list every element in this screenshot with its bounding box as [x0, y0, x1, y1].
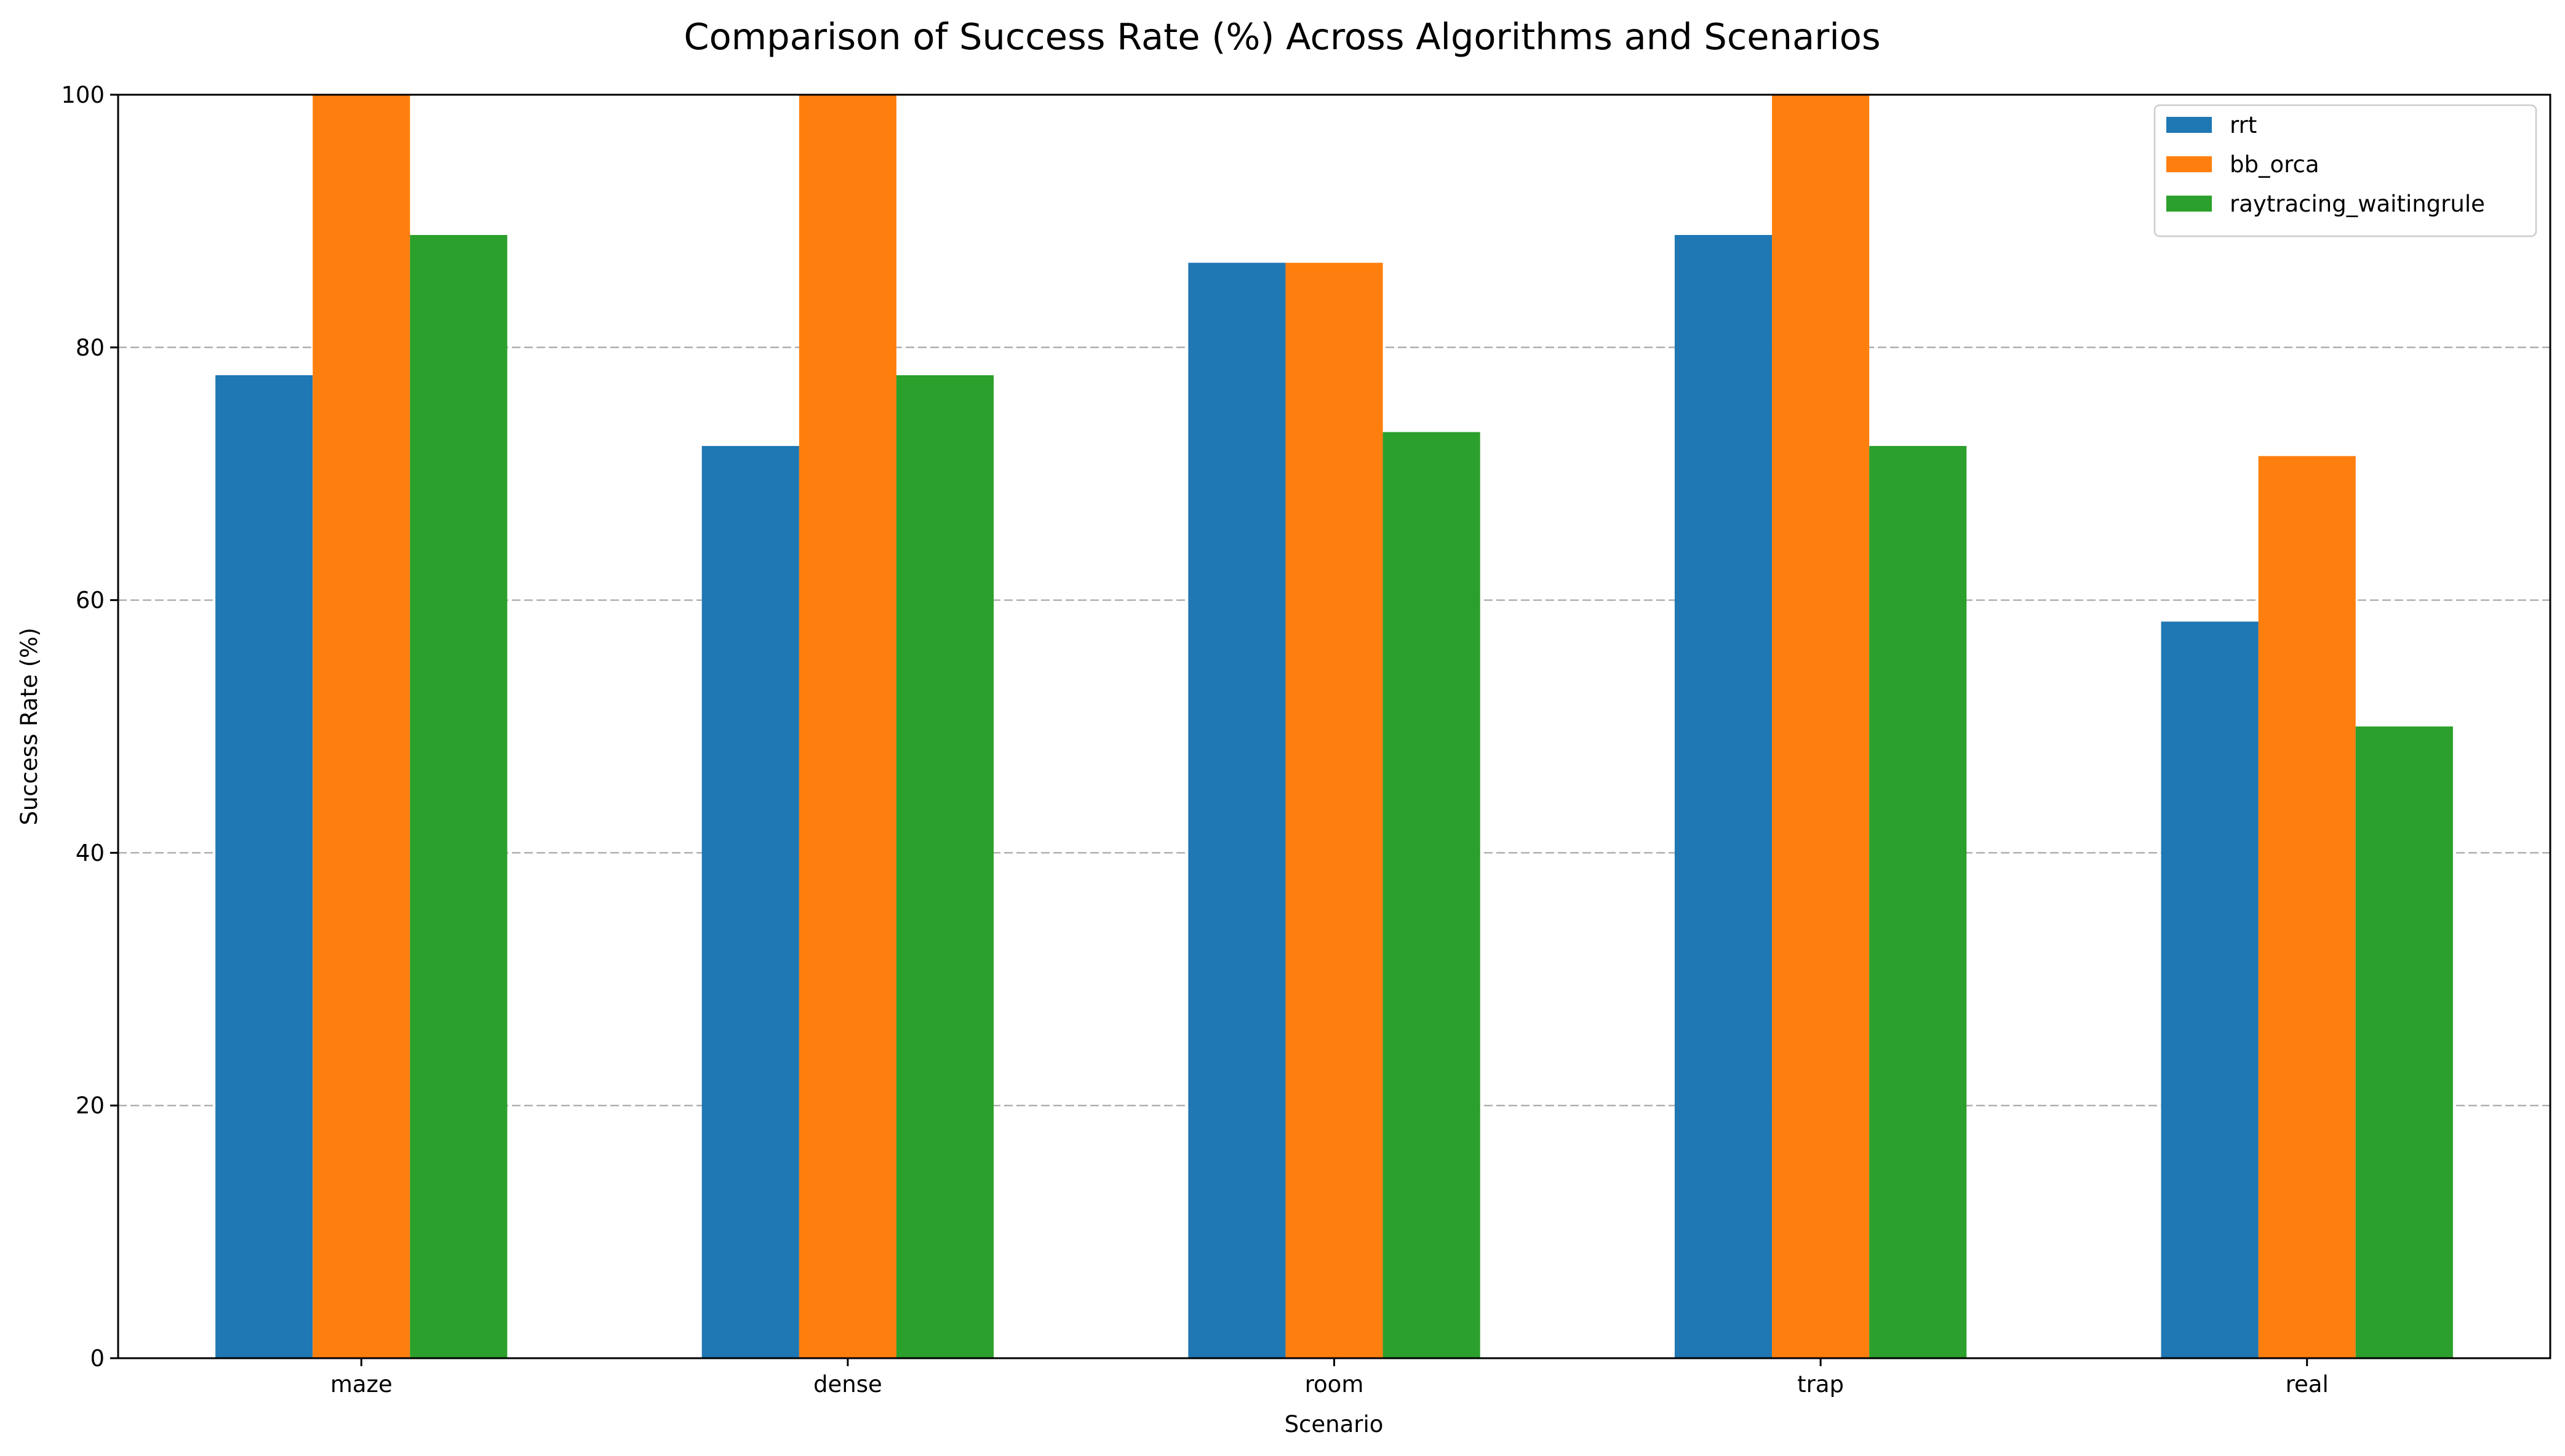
bar-raytracing_waitingrule-real	[2355, 726, 2453, 1358]
legend-swatch-bb_orca	[2166, 156, 2212, 172]
bar-raytracing_waitingrule-dense	[896, 375, 994, 1358]
legend-swatch-rrt	[2166, 117, 2212, 133]
legend: rrt bb_orca raytracing_waitingrule	[2153, 104, 2537, 237]
y-tick-label: 40	[76, 840, 105, 866]
y-axis: 0 20 40 60 80 100	[61, 82, 118, 1372]
y-tick-label: 20	[76, 1092, 105, 1119]
bar-raytracing_waitingrule-maze	[410, 234, 508, 1358]
bar-raytracing_waitingrule-trap	[1869, 446, 1967, 1359]
x-tick-label: room	[1305, 1371, 1364, 1398]
y-tick-label: 100	[61, 82, 105, 108]
x-axis-label: Scenario	[1285, 1411, 1384, 1438]
x-axis: maze dense room trap real	[330, 1358, 2329, 1398]
bar-bb_orca-dense	[799, 95, 896, 1358]
chart-title: Comparison of Success Rate (%) Across Al…	[684, 15, 1880, 58]
y-tick-label: 0	[90, 1345, 105, 1372]
x-tick-label: real	[2286, 1371, 2329, 1398]
x-tick-label: trap	[1797, 1371, 1844, 1398]
bar-rrt-trap	[1674, 234, 1773, 1358]
bar-rrt-real	[2161, 621, 2259, 1358]
bar-bb_orca-real	[2258, 456, 2356, 1358]
bars	[215, 95, 2453, 1359]
x-tick-label: maze	[330, 1371, 393, 1398]
bar-rrt-maze	[215, 375, 313, 1358]
y-tick-label: 80	[76, 335, 105, 361]
legend-box	[2153, 104, 2537, 237]
bar-rrt-dense	[701, 446, 799, 1359]
bar-bb_orca-room	[1285, 263, 1383, 1358]
y-axis-label: Success Rate (%)	[16, 627, 42, 825]
legend-label-bb_orca: bb_orca	[2230, 151, 2320, 178]
bar-rrt-room	[1188, 263, 1286, 1358]
y-tick-label: 60	[76, 587, 105, 614]
x-tick-label: dense	[813, 1371, 882, 1398]
bar-bb_orca-maze	[313, 95, 410, 1358]
bar-bb_orca-trap	[1772, 95, 1870, 1358]
legend-label-raytracing_waitingrule: raytracing_waitingrule	[2230, 191, 2485, 217]
legend-swatch-raytracing_waitingrule	[2166, 196, 2212, 212]
legend-label-rrt: rrt	[2230, 112, 2257, 138]
bar-raytracing_waitingrule-room	[1382, 432, 1480, 1359]
